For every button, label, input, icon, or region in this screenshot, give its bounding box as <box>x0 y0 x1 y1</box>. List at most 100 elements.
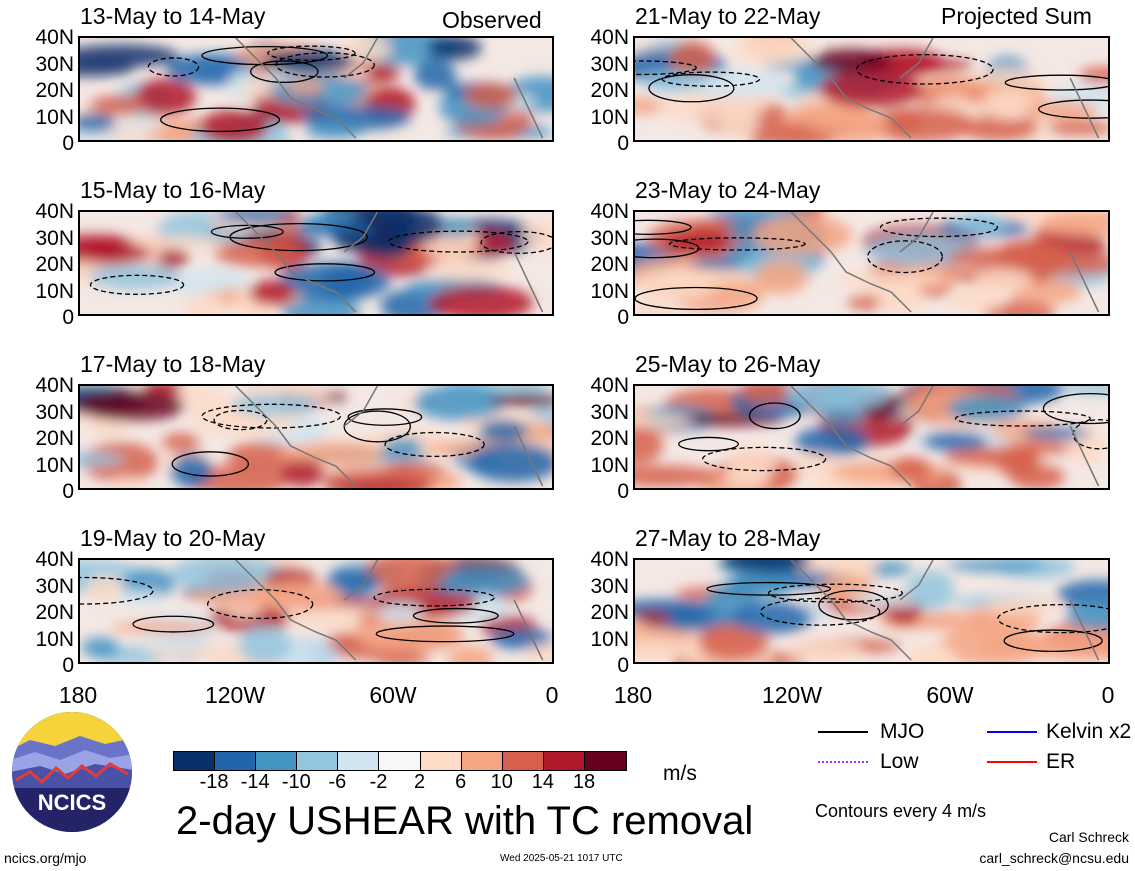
legend-label-low: Low <box>880 750 919 773</box>
legend-label-er: ER <box>1046 750 1076 773</box>
shear-field <box>80 560 552 662</box>
ytick-left-row1-1: 30N <box>35 52 74 76</box>
colorbar-swatch-6 <box>420 752 462 770</box>
xtick-left-0: 0 <box>545 682 559 708</box>
colorbar-label-8: 14 <box>531 771 555 793</box>
ytick-right-row3-1: 30N <box>590 400 629 424</box>
ytick-left-row4-3: 10N <box>35 627 74 651</box>
colorbar-label-4: -2 <box>369 771 388 793</box>
ytick-left-row4-2: 20N <box>35 601 74 624</box>
colorbar-swatch-1 <box>215 752 257 770</box>
ytick-left-row1-2: 20N <box>35 79 74 102</box>
colorbar-swatch-9 <box>543 752 585 770</box>
ytick-right-row2-1: 30N <box>590 226 629 250</box>
panel-title-right-4: 27-May to 28-May <box>635 525 821 551</box>
colorbar-swatch-4 <box>338 752 380 770</box>
shear-field <box>80 38 552 140</box>
shear-field <box>635 386 1108 488</box>
ytick-left-row1-3: 10N <box>35 105 74 129</box>
xtick-left-120w: 120W <box>204 682 266 708</box>
shear-field <box>635 560 1108 662</box>
ytick-right-row3-2: 20N <box>590 427 629 450</box>
panel-title-right-1: 21-May to 22-May <box>635 3 821 29</box>
shear-field <box>80 386 552 488</box>
legend-label-kelvin: Kelvin x2 <box>1046 720 1132 743</box>
ytick-right-row1-2: 20N <box>590 79 629 102</box>
ytick-left-row3-3: 10N <box>35 453 74 477</box>
ytick-right-row4-2: 20N <box>590 601 629 624</box>
ytick-right-row2-0: 40N <box>590 200 629 223</box>
colorbar-swatch-8 <box>502 752 544 770</box>
ytick-right-row1-1: 30N <box>590 52 629 76</box>
ytick-right-row4-4: 0 <box>617 654 629 677</box>
map-panel-left-4 <box>78 558 554 664</box>
xtick-right-180: 180 <box>613 682 653 708</box>
panel-title-right-2: 23-May to 24-May <box>635 177 821 203</box>
ytick-left-row3-4: 0 <box>62 480 74 503</box>
ytick-left-row1-0: 40N <box>35 26 74 49</box>
ytick-right-row4-0: 40N <box>590 548 629 571</box>
legend-line-kelvin <box>987 731 1037 733</box>
author-credit: Carl Schreck <box>1048 829 1129 845</box>
map-panel-left-1 <box>78 36 554 142</box>
xtick-right-60w: 60W <box>926 682 974 708</box>
author-email[interactable]: carl_schreck@ncsu.edu <box>979 850 1129 866</box>
colorbar-label-0: -18 <box>199 771 229 793</box>
ytick-left-row2-4: 0 <box>62 306 74 329</box>
shear-field <box>80 212 552 314</box>
colorbar-label-6: 6 <box>455 771 467 793</box>
xtick-right-0: 0 <box>1101 682 1115 708</box>
ytick-right-row3-4: 0 <box>617 480 629 503</box>
colorbar-swatch-0 <box>174 752 216 770</box>
ytick-left-row4-4: 0 <box>62 654 74 677</box>
colorbar-label-9: 18 <box>572 771 596 793</box>
ytick-right-row2-3: 10N <box>590 279 629 303</box>
contour-note: Contours every 4 m/s <box>815 801 987 821</box>
ytick-left-row3-1: 30N <box>35 400 74 424</box>
xtick-left-180: 180 <box>58 682 98 708</box>
ytick-left-row4-1: 30N <box>35 574 74 598</box>
ytick-right-row1-0: 40N <box>590 26 629 49</box>
panel-title-left-4: 19-May to 20-May <box>80 525 266 551</box>
colorbar-label-2: -10 <box>281 771 311 793</box>
colorbar-swatch-10 <box>584 752 627 770</box>
footer-url[interactable]: ncics.org/mjo <box>4 850 87 866</box>
legend-line-er <box>987 761 1037 763</box>
legend-line-low <box>818 761 868 763</box>
ytick-left-row1-4: 0 <box>62 132 74 155</box>
panel-title-right-3: 25-May to 26-May <box>635 351 821 377</box>
colorbar-swatch-2 <box>256 752 298 770</box>
ncics-logo: NCICS <box>12 712 132 832</box>
ytick-right-row1-4: 0 <box>617 132 629 155</box>
ytick-right-row3-0: 40N <box>590 374 629 397</box>
map-panel-right-3 <box>633 384 1110 490</box>
ytick-right-row4-1: 30N <box>590 574 629 598</box>
map-panel-left-2 <box>78 210 554 316</box>
colorbar-label-7: 10 <box>490 771 513 793</box>
xtick-left-60w: 60W <box>369 682 417 708</box>
projected-sum-label: Projected Sum <box>941 3 1092 29</box>
colorbar-units: m/s <box>663 762 697 785</box>
legend-label-mjo: MJO <box>880 720 925 743</box>
ytick-right-row2-4: 0 <box>617 306 629 329</box>
colorbar-swatch-7 <box>461 752 503 770</box>
footer-timestamp: Wed 2025-05-21 1017 UTC <box>500 853 623 864</box>
ytick-left-row2-3: 10N <box>35 279 74 303</box>
shear-field <box>635 212 1108 314</box>
ytick-left-row2-0: 40N <box>35 200 74 223</box>
colorbar-swatch-3 <box>297 752 339 770</box>
xtick-right-120w: 120W <box>761 682 823 708</box>
shear-field <box>635 38 1108 140</box>
legend-line-mjo <box>818 731 868 733</box>
ytick-left-row3-0: 40N <box>35 374 74 397</box>
ytick-left-row4-0: 40N <box>35 548 74 571</box>
map-panel-right-4 <box>633 558 1110 664</box>
ytick-right-row2-2: 20N <box>590 253 629 276</box>
colorbar <box>173 751 628 771</box>
logo-text: NCICS <box>38 790 106 815</box>
ytick-right-row3-3: 10N <box>590 453 629 477</box>
map-panel-right-1 <box>633 36 1110 142</box>
ytick-left-row2-2: 20N <box>35 253 74 276</box>
panel-title-left-3: 17-May to 18-May <box>80 351 266 377</box>
ytick-right-row1-3: 10N <box>590 105 629 129</box>
